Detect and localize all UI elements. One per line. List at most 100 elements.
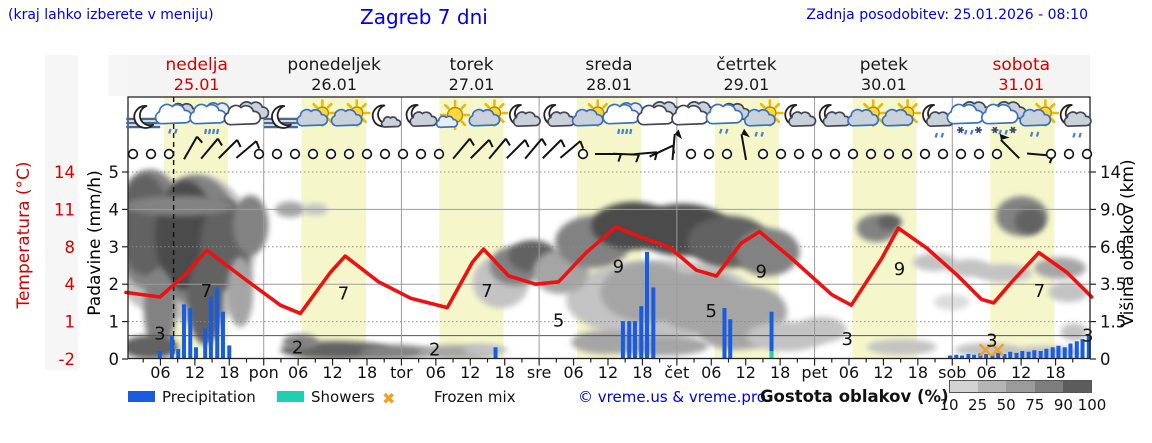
grid-lines bbox=[128, 97, 1090, 359]
svg-text:12: 12 bbox=[185, 363, 205, 382]
wind-barb-icon bbox=[542, 139, 566, 159]
svg-text:06: 06 bbox=[701, 363, 721, 382]
svg-text:0: 0 bbox=[109, 350, 120, 369]
day-label-torek: torek 27.01 bbox=[448, 55, 495, 95]
svg-text:1: 1 bbox=[109, 313, 120, 332]
weather-icon-rain bbox=[189, 102, 236, 135]
weather-icon-sun-cloud bbox=[296, 99, 337, 127]
density-swatch-75 bbox=[1034, 381, 1063, 392]
svg-text:čet: čet bbox=[664, 363, 689, 382]
wind-calm-icon bbox=[703, 148, 715, 160]
weather-icon-moon-cloud bbox=[405, 104, 438, 128]
temperature-curve bbox=[124, 225, 1094, 316]
svg-text:8: 8 bbox=[65, 238, 76, 257]
weather-icon-sun-cloud bbox=[881, 99, 922, 127]
wind-calm-icon bbox=[379, 148, 391, 160]
svg-text:5: 5 bbox=[553, 310, 564, 331]
wind-calm-icon bbox=[883, 148, 895, 160]
showers-legend-label: Showers bbox=[311, 388, 375, 406]
copyright-link[interactable]: © vreme.us & vreme.pro bbox=[578, 388, 766, 406]
wind-barb-icon bbox=[488, 138, 511, 160]
weather-icon-clouds bbox=[223, 101, 270, 126]
weather-icon-moon-cloud-drizzle bbox=[922, 104, 955, 138]
svg-text:3: 3 bbox=[154, 323, 165, 344]
day-header-strip bbox=[113, 55, 1090, 96]
weather-icon-moon-cloud bbox=[508, 104, 541, 128]
last-update-text: Zadnja posodobitev: 25.01.2026 - 08:10 bbox=[806, 7, 1088, 23]
wind-calm-icon bbox=[289, 148, 301, 160]
wind-calm-icon bbox=[955, 148, 967, 160]
svg-text:4: 4 bbox=[65, 275, 76, 294]
weather-icon-cloud-sleet bbox=[946, 101, 993, 135]
svg-text:12: 12 bbox=[460, 363, 480, 382]
svg-text:06: 06 bbox=[563, 363, 583, 382]
wind-calm-icon bbox=[307, 148, 319, 160]
wind-barb-icon bbox=[470, 139, 494, 159]
svg-text:11: 11 bbox=[54, 200, 75, 219]
density-swatch-90 bbox=[1062, 381, 1091, 392]
day-label-nedelja: nedelja 25.01 bbox=[165, 55, 228, 95]
svg-text:14: 14 bbox=[54, 163, 75, 182]
precipitation-legend-label: Precipitation bbox=[162, 388, 256, 406]
svg-text:3: 3 bbox=[986, 330, 997, 351]
svg-text:18: 18 bbox=[770, 363, 790, 382]
wind-calm-icon bbox=[757, 148, 769, 160]
svg-text:18: 18 bbox=[1045, 363, 1065, 382]
svg-text:06: 06 bbox=[150, 363, 170, 382]
wind-barb-icon bbox=[506, 139, 530, 159]
svg-text:12: 12 bbox=[1011, 363, 1031, 382]
svg-text:12: 12 bbox=[322, 363, 342, 382]
wind-flag-icon bbox=[999, 133, 1020, 159]
weather-icon-moon-cloud-small bbox=[371, 104, 402, 128]
wind-calm-icon bbox=[937, 148, 949, 160]
svg-text:18: 18 bbox=[632, 363, 652, 382]
wind-calm-icon bbox=[847, 148, 859, 160]
day-label-četrtek: četrtek 29.01 bbox=[716, 55, 777, 95]
wind-calm-icon bbox=[253, 148, 265, 160]
wind-calm-icon bbox=[721, 148, 733, 160]
svg-text:pon: pon bbox=[249, 363, 279, 382]
density-tick-label: 50 bbox=[996, 396, 1016, 414]
weather-icon-moon-cloud bbox=[543, 104, 576, 128]
wind-barb-icon bbox=[235, 140, 261, 159]
density-tick-label: 25 bbox=[968, 396, 988, 414]
svg-text:9: 9 bbox=[613, 257, 624, 278]
svg-text:0: 0 bbox=[1100, 350, 1111, 369]
cloud-density-scale bbox=[949, 380, 1092, 393]
density-tick-label: 100 bbox=[1077, 396, 1107, 414]
svg-text:18: 18 bbox=[908, 363, 928, 382]
svg-text:06: 06 bbox=[977, 363, 997, 382]
svg-text:3: 3 bbox=[842, 329, 853, 350]
svg-text:6.0: 6.0 bbox=[1100, 238, 1126, 257]
wind-barb-icon bbox=[559, 140, 585, 159]
wind-calm-icon bbox=[991, 148, 1003, 160]
svg-text:9.0: 9.0 bbox=[1100, 200, 1126, 219]
svg-text:18: 18 bbox=[219, 363, 239, 382]
wind-calm-icon bbox=[919, 148, 931, 160]
weather-icon-moon-cloud bbox=[784, 104, 817, 128]
svg-text:5: 5 bbox=[706, 301, 717, 322]
svg-text:1: 1 bbox=[65, 313, 76, 332]
svg-text:3: 3 bbox=[1082, 326, 1093, 347]
wind-calm-icon bbox=[1045, 148, 1057, 160]
svg-text:2: 2 bbox=[109, 275, 120, 294]
frozen-mix-legend-label: Frozen mix bbox=[434, 388, 516, 406]
wind-flag-icon bbox=[671, 129, 683, 161]
wind-calm-icon bbox=[775, 148, 787, 160]
wind-calm-icon bbox=[415, 148, 427, 160]
svg-text:sre: sre bbox=[527, 363, 551, 382]
page-title: Zagreb 7 dni bbox=[360, 5, 488, 29]
cloud-density-legend-label: Gostota oblakov (%) bbox=[760, 387, 949, 406]
svg-text:14: 14 bbox=[1100, 163, 1121, 182]
wind-calm-icon bbox=[127, 148, 139, 160]
weather-icon-rain bbox=[602, 102, 650, 135]
wind-calm-icon bbox=[901, 148, 913, 160]
svg-text:9: 9 bbox=[894, 259, 905, 280]
menu-hint-text: (kraj lahko izberete v meniju) bbox=[8, 7, 214, 23]
weather-icon-sun-cloud bbox=[330, 99, 371, 127]
svg-text:18: 18 bbox=[495, 363, 515, 382]
axis-ticks: 5 4 3 2 1 0 14 11 8 4 1 -2 14 9.0 6.0 3.5 1.5 0 06 12 18 pon 0… bbox=[54, 163, 1126, 382]
wind-calm-icon bbox=[811, 148, 823, 160]
svg-text:06: 06 bbox=[288, 363, 308, 382]
weather-icon-moon-cloud-drizzle bbox=[1059, 104, 1092, 138]
